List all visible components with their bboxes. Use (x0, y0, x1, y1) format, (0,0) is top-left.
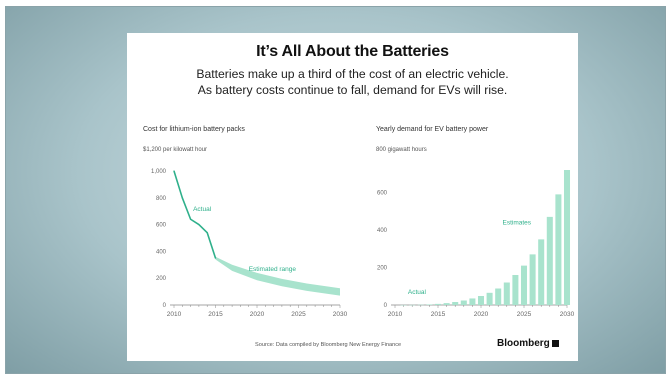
demand-bar (469, 298, 476, 305)
cost-chart-title: Cost for lithium-ion battery packs (143, 126, 245, 133)
cost-actual-label: Actual (193, 206, 212, 213)
cost-actual-point (214, 257, 217, 259)
infographic-title: It’s All About the Batteries (256, 43, 449, 60)
demand-actual-label: Actual (408, 289, 427, 296)
brand-name: Bloomberg (497, 338, 550, 349)
cost-y-tick-label: 600 (156, 223, 167, 229)
cost-y-tick-label: 1,000 (151, 169, 167, 175)
demand-y-tick-label: 0 (384, 303, 388, 309)
demand-bar (452, 302, 459, 305)
slide-background: It’s All About the Batteries Batteries m… (5, 6, 666, 374)
cost-unit-label: $1,200 per kilowatt hour (143, 147, 207, 153)
cost-actual-point (206, 232, 208, 234)
cost-actual-point (173, 170, 175, 172)
source-note: Source: Data compiled by Bloomberg New E… (255, 342, 402, 348)
cost-actual-point (181, 197, 183, 199)
demand-bar (503, 282, 510, 305)
cost-actual-point (198, 224, 200, 226)
demand-bar (426, 304, 433, 305)
cost-y-tick-label: 200 (156, 276, 167, 282)
demand-bar (520, 265, 528, 305)
demand-bar (495, 288, 502, 305)
demand-unit-label: 800 gigawatt hours (376, 147, 427, 153)
charts-canvas: Cost for lithium-ion battery packs $1,200… (143, 126, 575, 318)
demand-x-tick-label: 2015 (431, 311, 446, 318)
demand-bar (486, 292, 493, 305)
cost-estimated-range-label: Estimated range (249, 266, 297, 273)
demand-y-tick-label: 600 (377, 191, 388, 197)
subtitle-line-1: Batteries make up a third of the cost of… (196, 67, 509, 81)
demand-x-tick-label: 2010 (388, 311, 403, 318)
demand-x-tick-label: 2020 (474, 311, 489, 318)
cost-y-tick-label: 400 (156, 249, 167, 255)
infographic-card: It’s All About the Batteries Batteries m… (127, 33, 578, 361)
demand-bar (538, 239, 545, 305)
subtitle-line-2: As battery costs continue to fall, deman… (197, 83, 508, 97)
demand-x-tick-label: 2030 (560, 311, 575, 318)
demand-estimates-label: Estimates (503, 219, 532, 226)
demand-bar (512, 275, 519, 305)
demand-bar (555, 194, 562, 305)
cost-x-tick-label: 2030 (333, 311, 348, 318)
demand-y-tick-label: 200 (377, 266, 388, 272)
cost-x-tick-label: 2010 (167, 311, 182, 318)
cost-actual-point (190, 218, 192, 220)
cost-x-tick-label: 2015 (208, 311, 223, 318)
demand-bar (443, 303, 450, 305)
demand-chart-title: Yearly demand for EV battery power (376, 126, 489, 133)
cost-actual-line (173, 170, 217, 259)
cost-x-tick-label: 2025 (291, 311, 306, 318)
bloomberg-mark-icon (551, 340, 559, 347)
cost-y-tick-label: 800 (156, 196, 167, 202)
cost-y-tick-label: 0 (163, 303, 167, 309)
demand-bar (546, 216, 553, 305)
demand-y-tick-label: 400 (377, 228, 388, 234)
bloomberg-logo: Bloomberg (497, 338, 559, 349)
cost-x-tick-label: 2020 (250, 311, 265, 318)
demand-bar (477, 296, 485, 305)
demand-bar (460, 300, 467, 305)
demand-bar (529, 254, 536, 305)
demand-x-tick-label: 2025 (517, 311, 532, 318)
demand-bar (563, 170, 571, 305)
demand-bar (434, 303, 442, 305)
cost-estimated-range-band (215, 256, 340, 296)
